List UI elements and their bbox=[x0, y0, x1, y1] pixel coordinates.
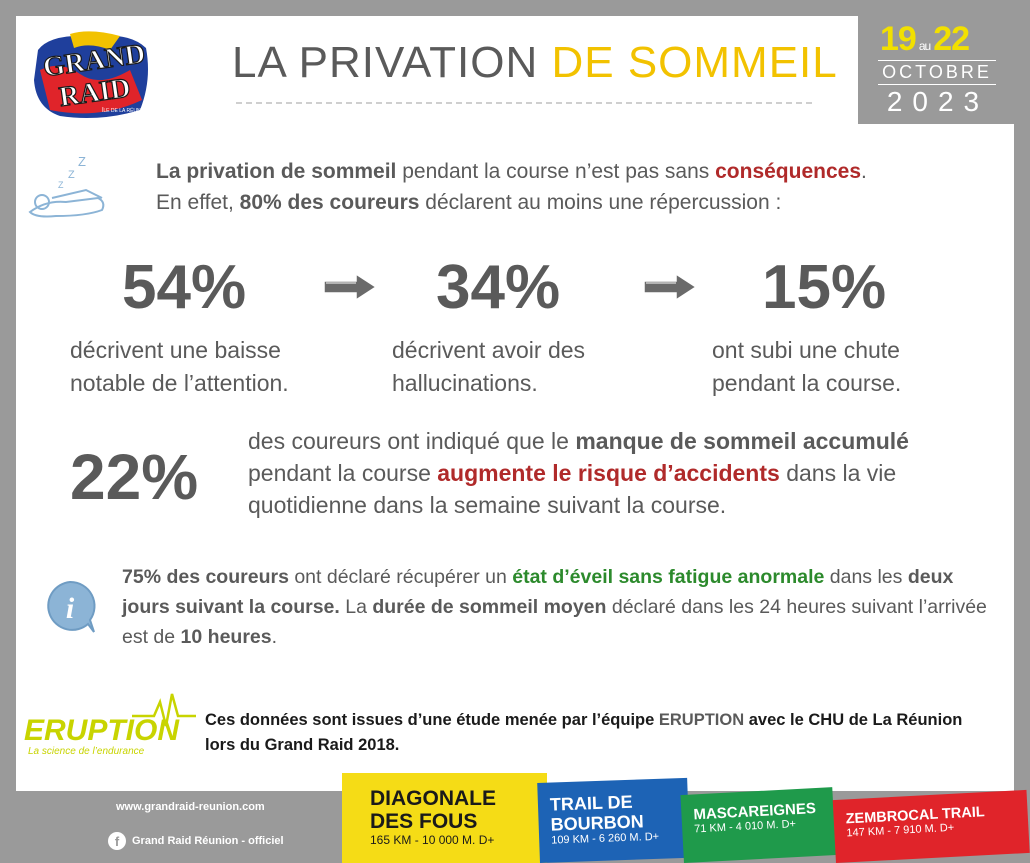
date-days: 19 au22 bbox=[880, 20, 970, 58]
stat-desc-attention: décrivent une baisse notable de l’attenti… bbox=[70, 337, 289, 396]
race-zembrocal-trail: ZEMBROCAL TRAIL 147 KM - 7 910 M. D+ bbox=[832, 789, 1030, 863]
recovery-paragraph: 75% des coureurs ont déclaré récupérer u… bbox=[122, 566, 987, 648]
stat-value-attention: 54% bbox=[122, 253, 247, 322]
eruption-wordmark: ERUPTION bbox=[24, 714, 180, 747]
stat-desc-fall: ont subi une chute pendant la course. bbox=[712, 337, 902, 396]
source-note: Ces données sont issues d’une étude mené… bbox=[205, 711, 963, 754]
eruption-logo: ERUPTION La science de l’endurance bbox=[24, 693, 196, 757]
page-title: LA PRIVATION DE SOMMEIL bbox=[232, 38, 838, 87]
logo-subtext: ÎLE DE LA RÉUNION bbox=[101, 107, 150, 114]
facebook-link[interactable]: f Grand Raid Réunion - officiel bbox=[108, 832, 284, 850]
intro-paragraph: La privation de sommeil pendant la cours… bbox=[156, 160, 867, 214]
grand-raid-logo: GRAND RAID ÎLE DE LA RÉUNION bbox=[34, 31, 150, 119]
race-trail-de-bourbon: TRAIL DE BOURBON 109 KM - 6 260 M. D+ bbox=[537, 777, 690, 863]
svg-text:Z: Z bbox=[58, 180, 64, 190]
facebook-icon: f bbox=[108, 832, 126, 850]
title-divider bbox=[236, 102, 812, 104]
svg-text:i: i bbox=[66, 592, 75, 625]
website-link[interactable]: www.grandraid-reunion.com bbox=[116, 801, 265, 813]
right-arrow-icon bbox=[323, 272, 378, 302]
info-icon: i bbox=[47, 580, 96, 633]
stat-desc-hallucinations: décrivent avoir des hallucinations. bbox=[392, 337, 586, 396]
race-mascareignes: MASCAREIGNES 71 KM - 4 010 M. D+ bbox=[680, 787, 836, 863]
stat-value-fall: 15% bbox=[762, 253, 887, 322]
svg-text:Z: Z bbox=[78, 154, 86, 169]
eruption-tagline: La science de l’endurance bbox=[28, 746, 145, 757]
sleeping-person-icon: Z Z Z bbox=[28, 154, 105, 218]
right-arrow-icon bbox=[643, 272, 698, 302]
infographic-card bbox=[16, 16, 1014, 791]
svg-text:Z: Z bbox=[68, 169, 75, 181]
stat-value-accidents: 22% bbox=[70, 441, 199, 513]
event-date-badge: 19 au22 OCTOBRE 2023 bbox=[858, 16, 1014, 124]
date-year: 2023 bbox=[886, 86, 990, 117]
stat-value-hallucinations: 34% bbox=[436, 253, 561, 322]
stat-desc-accidents: des coureurs ont indiqué que le manque d… bbox=[248, 428, 909, 518]
date-month: OCTOBRE bbox=[878, 60, 996, 85]
race-diagonale-des-fous: DIAGONALE DES FOUS 165 KM - 10 000 M. D+ bbox=[342, 773, 547, 863]
